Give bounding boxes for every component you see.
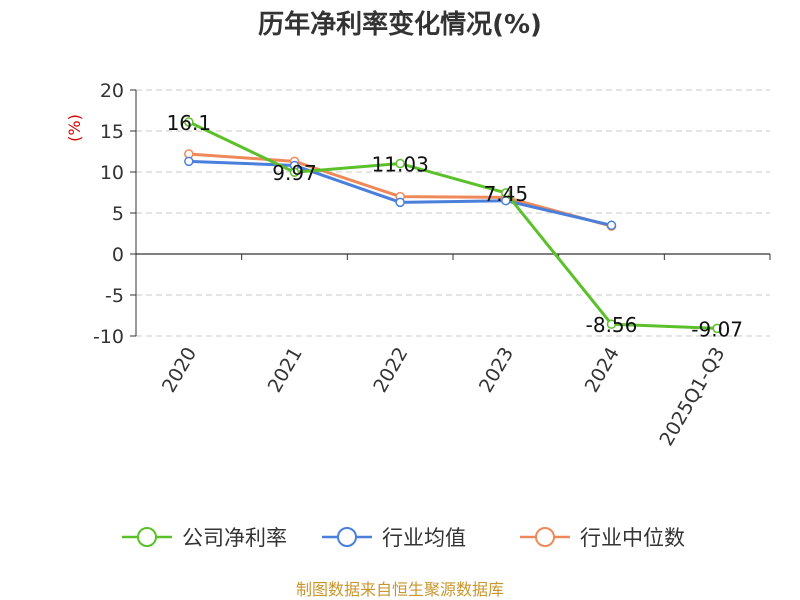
data-point — [289, 167, 300, 177]
y-tick-label: 15 — [100, 121, 124, 143]
y-tick-label: -10 — [93, 326, 124, 348]
data-point — [395, 158, 405, 169]
data-label: 16.1 — [167, 111, 212, 135]
grid-lines — [136, 89, 770, 337]
data-point — [184, 117, 194, 127]
series-lines — [184, 117, 722, 334]
data-source-note: 制图数据来自恒生聚源数据库 — [296, 580, 504, 599]
series-line — [188, 120, 718, 330]
legend-label: 行业中位数 — [580, 526, 685, 550]
data-point — [606, 319, 617, 329]
x-tick-label: 2025Q1-Q3 — [655, 344, 729, 450]
legend-label: 行业均值 — [382, 526, 466, 550]
data-labels: 16.1 9.97 11.03 7.45 -8.56 -9.07 — [167, 111, 743, 341]
chart-title: 历年净利率变化情况(%) — [258, 9, 542, 40]
legend-item: 行业均值 — [322, 526, 466, 550]
legend-marker — [137, 527, 157, 547]
legend-marker — [535, 527, 555, 547]
data-point — [184, 156, 194, 167]
data-label: -9.07 — [691, 317, 743, 341]
x-tick-label: 2024 — [581, 344, 624, 397]
data-point — [606, 220, 617, 231]
legend: 公司净利率 行业均值 行业中位数 — [122, 526, 685, 550]
legend-marker — [337, 527, 357, 547]
data-label: 9.97 — [272, 161, 317, 185]
x-tick-label: 2023 — [475, 344, 518, 397]
legend-item: 公司净利率 — [122, 526, 287, 550]
y-tick-label: 0 — [112, 244, 124, 266]
data-label: 7.45 — [484, 182, 529, 206]
x-tick-label: 2020 — [158, 344, 201, 397]
y-axis-unit: (%) — [65, 114, 84, 142]
data-label: -8.56 — [586, 313, 638, 337]
data-label: 11.03 — [372, 153, 429, 177]
y-tick-label: 20 — [100, 80, 124, 102]
axes: 20 15 10 5 0 -5 -10 2020 2021 2022 2023 2024 2025Q1-… — [93, 80, 771, 450]
data-point — [501, 188, 511, 198]
y-tick-label: -5 — [105, 285, 124, 307]
x-tick-label: 2022 — [369, 344, 412, 397]
legend-label: 公司净利率 — [182, 526, 287, 550]
data-point — [395, 197, 405, 208]
y-tick-label: 10 — [100, 162, 124, 184]
y-tick-label: 5 — [112, 203, 124, 225]
data-point — [712, 323, 722, 334]
legend-item: 行业中位数 — [520, 526, 685, 550]
x-tick-label: 2021 — [264, 344, 307, 397]
